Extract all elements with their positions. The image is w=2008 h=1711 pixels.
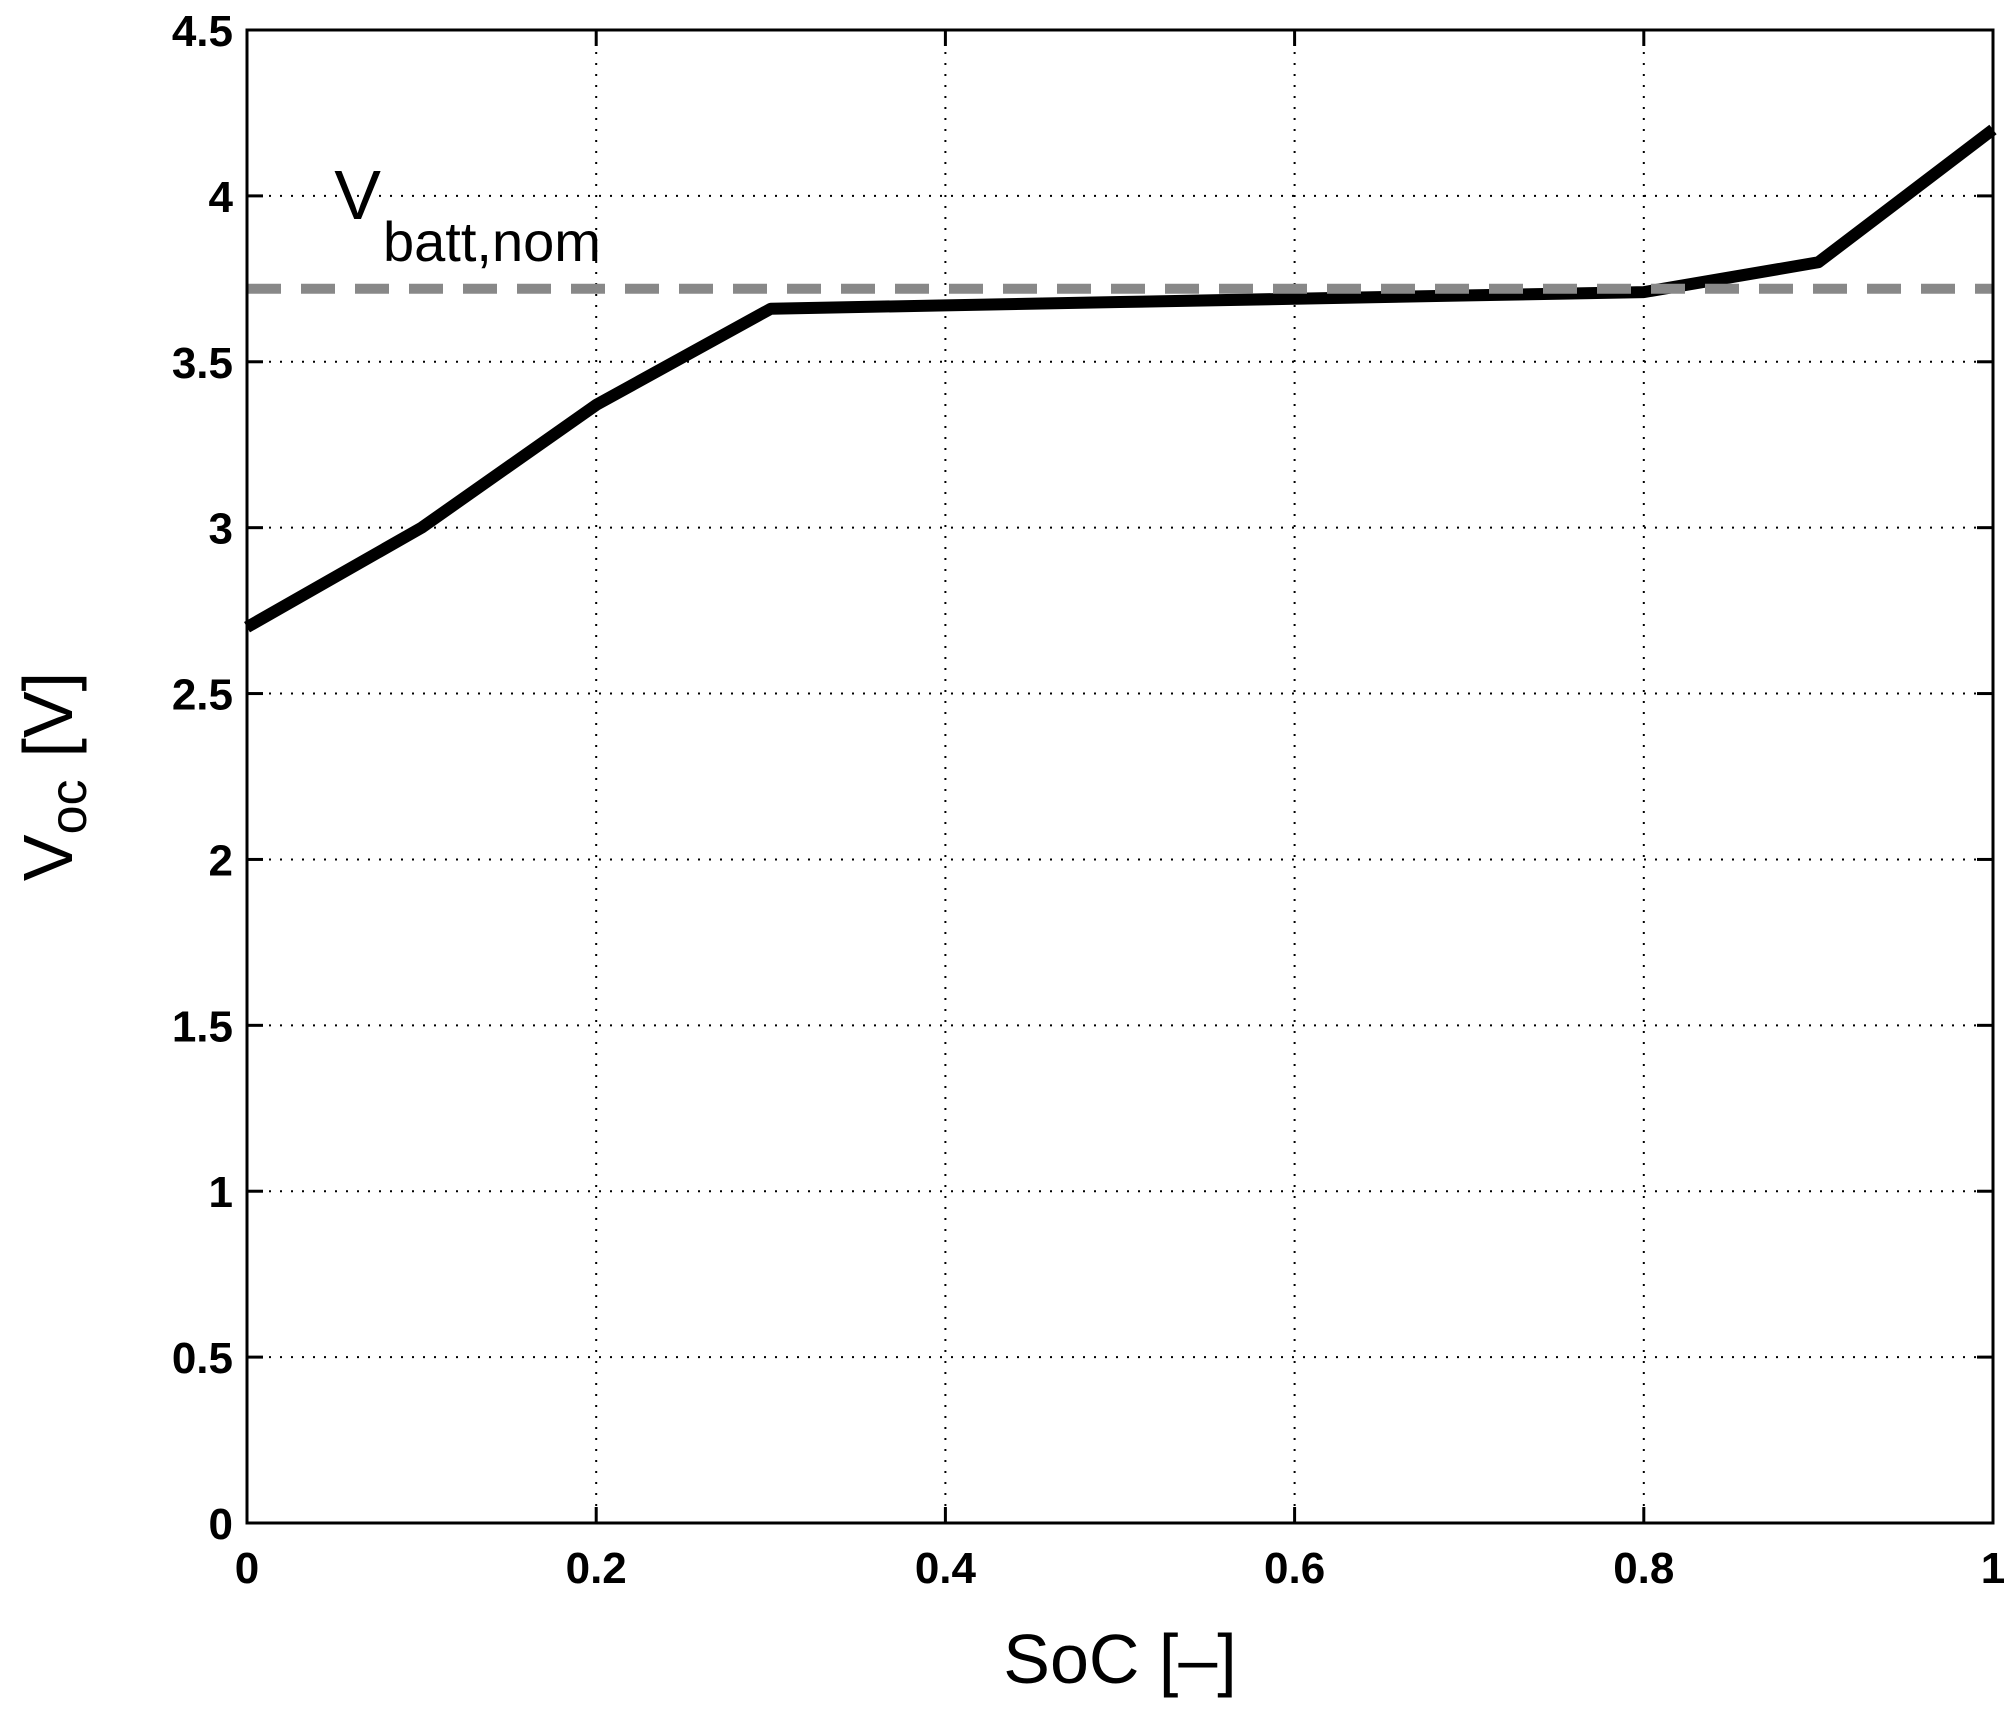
y-tick-label: 4.5 bbox=[172, 7, 233, 56]
series-layer bbox=[244, 124, 1997, 633]
y-tick-label: 2.5 bbox=[172, 671, 233, 720]
x-tick-label: 0.2 bbox=[566, 1544, 627, 1593]
annotation-layer: Vbatt,nom bbox=[334, 156, 601, 273]
x-tick-label: 0.6 bbox=[1264, 1544, 1325, 1593]
x-tick-label: 0.8 bbox=[1613, 1544, 1674, 1593]
y-axis-label-unit: [V] bbox=[9, 672, 87, 758]
y-tick-label: 3 bbox=[209, 505, 233, 554]
y-tick-label: 0 bbox=[209, 1500, 233, 1549]
y-axis-label-subscript: oc bbox=[40, 779, 98, 834]
y-tick-label: 2 bbox=[209, 836, 233, 885]
y-axis-label: Voc [V] bbox=[9, 672, 98, 881]
annotation-subscript-text: batt,nom bbox=[383, 210, 601, 273]
plot-area-frame bbox=[245, 28, 1995, 1525]
labels-layer: SoC [–] Voc [V] 0 0.2 0.4 0.6 0.8 1 0 0.5 1 1.5 2 2.… bbox=[9, 7, 2005, 1698]
y-tick-label: 1.5 bbox=[172, 1002, 233, 1051]
y-tick-label: 3.5 bbox=[172, 339, 233, 388]
voc-series-line bbox=[244, 124, 1997, 633]
x-tick-label: 1 bbox=[1981, 1544, 2005, 1593]
x-tick-label: 0 bbox=[235, 1544, 259, 1593]
y-tick-label: 1 bbox=[209, 1168, 233, 1217]
nominal-voltage-annotation: Vbatt,nom bbox=[334, 156, 601, 273]
annotation-main-text: V bbox=[334, 156, 381, 234]
y-tick-label: 4 bbox=[209, 173, 234, 222]
x-axis-label: SoC [–] bbox=[1003, 1620, 1236, 1698]
ticks-layer bbox=[245, 28, 1995, 1525]
y-axis-label-main: V bbox=[9, 834, 87, 881]
x-tick-label: 0.4 bbox=[915, 1544, 977, 1593]
y-tick-label: 0.5 bbox=[172, 1334, 233, 1383]
grid-layer bbox=[247, 30, 1993, 1523]
